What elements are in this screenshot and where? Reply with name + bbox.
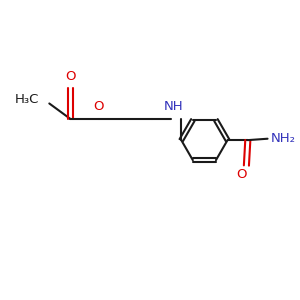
- Text: NH: NH: [164, 100, 183, 113]
- Text: O: O: [236, 168, 247, 181]
- Text: O: O: [65, 70, 76, 83]
- Text: NH₂: NH₂: [270, 132, 296, 145]
- Text: H₃C: H₃C: [15, 93, 39, 106]
- Text: O: O: [93, 100, 104, 113]
